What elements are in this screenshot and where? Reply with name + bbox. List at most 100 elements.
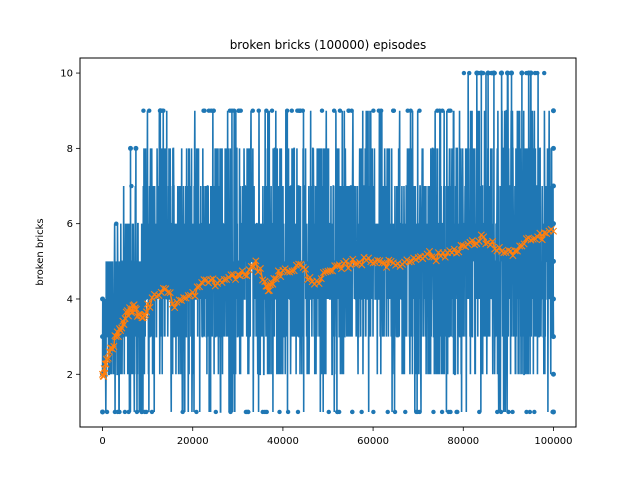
series-average-marker [247, 262, 255, 271]
series-average-marker [450, 245, 458, 253]
series-average-marker [538, 236, 546, 244]
series-raw-point [498, 70, 504, 76]
series-average-marker [295, 260, 303, 268]
series-raw-point [134, 409, 140, 415]
series-average-marker [425, 247, 434, 256]
series-average-marker [155, 291, 163, 300]
series-raw-point [160, 108, 165, 113]
series-raw-point [122, 409, 128, 415]
series-raw-point [476, 70, 481, 76]
series-raw-point [133, 145, 139, 151]
series-average-marker [522, 235, 530, 243]
series-raw-point [532, 409, 537, 415]
series-average-marker [319, 269, 328, 277]
series-average-marker [272, 275, 280, 283]
series-raw-point [129, 183, 134, 189]
series-raw-point [337, 108, 343, 113]
series-average-marker [529, 235, 537, 243]
series-raw-point [100, 296, 106, 302]
series-average-marker [351, 260, 359, 268]
series-raw-point [550, 145, 556, 151]
series-average-marker [101, 369, 109, 377]
series-average-marker [240, 271, 249, 279]
series-average-marker [110, 342, 118, 350]
series-average-marker [500, 249, 508, 257]
series-raw-point [505, 70, 511, 76]
series-raw-point [414, 409, 419, 415]
series-raw-point [467, 70, 472, 76]
series-average-marker [374, 256, 382, 264]
series-average-marker [270, 274, 278, 282]
series-raw-point [350, 409, 355, 415]
series-average-marker [516, 242, 524, 250]
series-average-marker [342, 257, 350, 265]
series-average-marker [437, 252, 445, 260]
series-average-marker [200, 276, 208, 284]
x-tick-label: 40000 [267, 436, 299, 447]
series-average-marker [254, 268, 262, 276]
series-average-marker [457, 241, 465, 249]
series-raw-point [408, 108, 413, 113]
series-average-marker [534, 233, 542, 241]
series-raw-point [100, 334, 106, 340]
series-raw-point [461, 70, 467, 76]
series-raw-point [296, 108, 302, 113]
series-average-marker [479, 233, 488, 241]
y-tick-label: 6 [67, 219, 73, 230]
series-average-marker [407, 258, 416, 266]
series-raw-point [141, 108, 146, 113]
y-tick-label: 4 [67, 294, 73, 305]
series-average-marker [191, 292, 199, 300]
series-raw-point [245, 409, 251, 415]
series-average-marker [180, 294, 188, 302]
series-average-marker [306, 273, 314, 282]
series-raw-point [510, 409, 515, 415]
series-average [98, 225, 558, 381]
series-raw-point [506, 409, 511, 415]
series-average-marker [277, 272, 285, 281]
series-average-marker [286, 268, 294, 276]
y-tick-label: 10 [60, 69, 73, 80]
series-average-marker [118, 324, 126, 332]
series-raw-point [100, 409, 106, 415]
series-raw-point [528, 70, 534, 76]
series-raw-point [480, 70, 486, 76]
series-raw-point [524, 70, 529, 76]
series-average-marker [322, 268, 330, 276]
series-raw-point [149, 409, 155, 415]
series-raw-point [550, 296, 556, 302]
series-average-marker [288, 267, 296, 275]
series-average-marker [121, 314, 129, 323]
series-raw-point [319, 108, 325, 113]
series-raw-point [495, 409, 500, 415]
series-raw-point [550, 258, 556, 264]
series-average-marker [353, 260, 361, 268]
series-raw-point [147, 108, 152, 113]
x-tick-label: 80000 [447, 436, 479, 447]
series-raw-point [542, 70, 547, 76]
series-raw-point [326, 409, 331, 415]
series-raw-point [550, 409, 555, 415]
series-average-marker [540, 229, 549, 237]
series-average-marker [335, 261, 343, 269]
series-raw-point [392, 409, 398, 415]
series-average-marker [164, 288, 172, 297]
x-axis: 0 20000 40000 60000 80000 100000 [99, 427, 573, 447]
series-average-marker [157, 288, 165, 296]
series-raw-point [391, 108, 396, 113]
series-average-marker [207, 276, 215, 284]
series-average-marker [252, 257, 260, 265]
series-raw-point [114, 221, 119, 226]
series-raw-point [213, 409, 219, 415]
series-raw-episodes [100, 70, 556, 415]
series-average-marker [520, 240, 528, 248]
series-raw-point [376, 108, 382, 113]
series-average-marker [549, 227, 558, 235]
series-average-marker [455, 248, 463, 256]
series-raw-point [115, 409, 120, 415]
series-raw-point [180, 409, 185, 415]
plot-frame [79, 57, 577, 428]
series-average-marker [380, 259, 388, 267]
series-average-marker [301, 265, 310, 273]
series-raw-point [331, 108, 337, 113]
